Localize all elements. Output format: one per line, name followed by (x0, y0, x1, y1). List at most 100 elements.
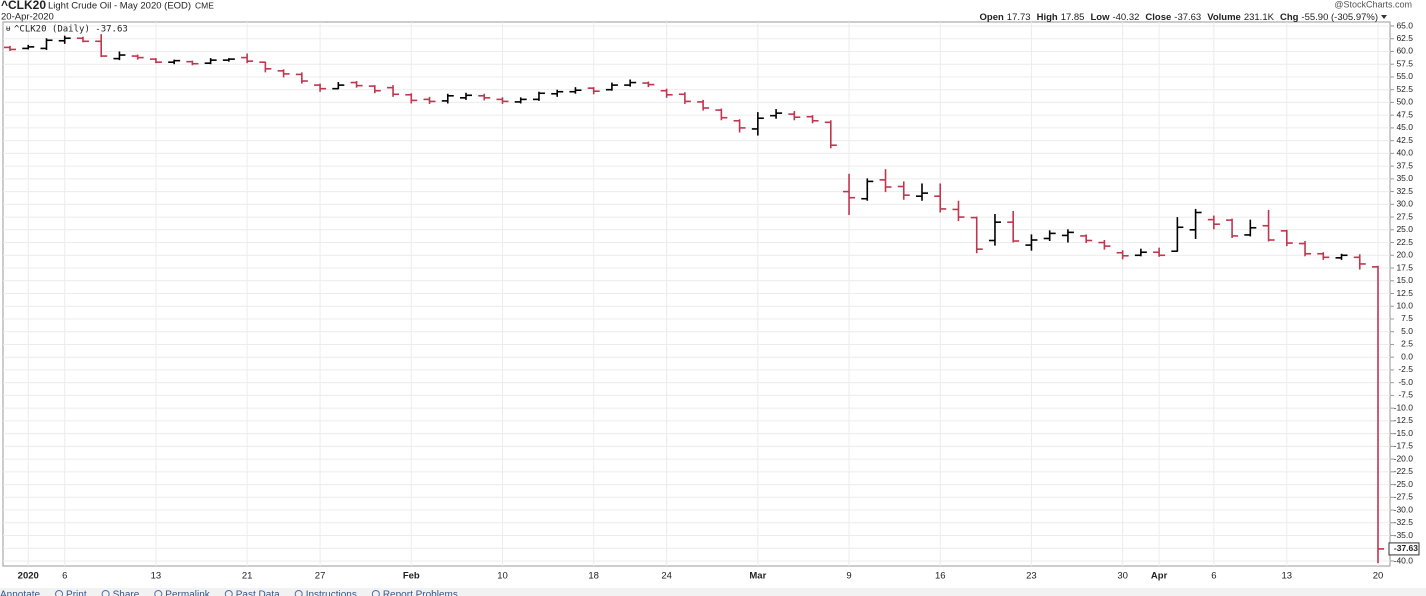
y-tick-label: 2.5 (1401, 339, 1413, 349)
chart-subtitle: Light Crude Oil - May 2020 (EOD) (48, 1, 191, 12)
ohlc-bar (241, 53, 254, 64)
y-tick-label: 42.5 (1396, 135, 1413, 145)
ohlc-bar (1098, 240, 1111, 250)
brand: @StockCharts.com (1334, 0, 1412, 9)
toolbar-item[interactable]: Instructions (306, 590, 357, 596)
ohlc-bar (1116, 250, 1129, 260)
y-tick-label: -7.5 (1398, 390, 1413, 400)
y-tick-label: 37.5 (1396, 160, 1413, 170)
dropdown-icon[interactable] (1381, 15, 1387, 19)
ohlc-bar (879, 169, 892, 193)
y-tick-label: -30.0 (1394, 504, 1414, 514)
toolbar-item[interactable]: Report Problems (383, 590, 458, 596)
ohlc-bar (1171, 217, 1184, 253)
ohlc-bar (1007, 210, 1020, 243)
ohlc-bar (551, 89, 564, 97)
ohlc-bar (332, 82, 345, 90)
exchange: CME (195, 0, 214, 10)
ohlc-bar (149, 58, 162, 64)
ohlc-bar (678, 92, 691, 104)
y-tick-label: 17.5 (1396, 262, 1413, 272)
ohlc-bar (405, 93, 418, 104)
x-tick-label: 9 (846, 571, 851, 582)
legend: ^CLK20 (Daily) -37.63 (14, 25, 128, 35)
ohlc-bar (697, 99, 710, 111)
ohlc-bar (605, 82, 618, 91)
y-tick-label: 45.0 (1396, 122, 1413, 132)
y-tick-label: -5.0 (1398, 377, 1413, 387)
y-tick-label: 22.5 (1396, 237, 1413, 247)
ohlc-bar (1244, 219, 1257, 237)
ohlc-bar (660, 88, 673, 98)
toolbar-icon (101, 590, 110, 596)
ohlc-bar (277, 69, 290, 78)
ohlc-bar (514, 97, 527, 104)
toolbar-item[interactable]: Annotate (0, 590, 40, 596)
ohlc-bar (478, 93, 491, 101)
ohlc-bar (387, 85, 400, 97)
y-tick-label: 47.5 (1396, 109, 1413, 119)
toolbar-icon (294, 590, 303, 596)
x-tick-label: Mar (749, 571, 766, 582)
ohlc-bar (806, 115, 819, 124)
y-tick-label: 65.0 (1396, 20, 1413, 30)
y-tick-label: -12.5 (1394, 415, 1414, 425)
toolbar-item[interactable]: Print (66, 590, 87, 596)
ohlc-bar (1080, 234, 1093, 244)
y-tick-label: 12.5 (1396, 288, 1413, 298)
ohlc-bar (1025, 234, 1038, 251)
x-tick-label: 6 (62, 571, 67, 582)
ohlc-bar (1061, 229, 1074, 243)
toolbar-icon (371, 590, 380, 596)
ohlc-bar (824, 120, 837, 149)
stats-line: Open 17.73 High 17.85 Low -40.32 Close -37.63 Vo… (980, 12, 1378, 23)
stat-value: -40.32 (1112, 12, 1139, 23)
y-tick-label: 0.0 (1401, 351, 1413, 361)
legend-icon: ᵾ (6, 24, 11, 33)
y-tick-label: -22.5 (1394, 466, 1414, 476)
grid (3, 22, 1390, 566)
y-tick-label: 27.5 (1396, 211, 1413, 221)
toolbar-item[interactable]: Past Data (236, 590, 280, 596)
x-tick-label: 23 (1026, 571, 1037, 582)
y-tick-label: 30.0 (1396, 199, 1413, 209)
toolbar-item[interactable]: Permalink (165, 590, 210, 596)
ohlc-bar (186, 60, 199, 66)
y-tick-label: 32.5 (1396, 186, 1413, 196)
y-tick-label: 40.0 (1396, 148, 1413, 158)
ohlc-bar (532, 91, 545, 101)
ohlc-bar (259, 61, 272, 73)
x-tick-label: 24 (661, 571, 672, 582)
stat-label: Volume (1207, 12, 1241, 23)
ohlc-bar (751, 112, 764, 136)
y-tick-label: 5.0 (1401, 326, 1413, 336)
ohlc-bar (733, 119, 746, 133)
ohlc-bar (1372, 265, 1384, 564)
ohlc-bar (40, 38, 53, 50)
x-tick-label: 16 (935, 571, 946, 582)
ohlc-bar (1134, 248, 1147, 257)
ohlc-bar (222, 58, 235, 62)
y-tick-label: -25.0 (1394, 479, 1414, 489)
ohlc-bar (168, 59, 181, 65)
x-tick-label: 10 (497, 571, 508, 582)
ohlc-bar (1280, 229, 1293, 247)
ohlc-bar (861, 178, 874, 201)
ohlc-bar (131, 54, 144, 60)
ohlc-bar (715, 108, 728, 121)
ohlc-bar (952, 200, 965, 222)
x-tick-label: 2020 (18, 571, 39, 582)
ohlc-bar (58, 35, 71, 44)
y-tick-label: 25.0 (1396, 224, 1413, 234)
toolbar-item[interactable]: Share (113, 590, 140, 596)
y-tick-label: 7.5 (1401, 313, 1413, 323)
ohlc-bar (4, 45, 16, 51)
stat-label: High (1037, 12, 1058, 23)
ohlc-bar (970, 216, 983, 254)
x-tick-label: 27 (315, 571, 326, 582)
x-tick-label: 18 (588, 571, 599, 582)
ohlc-bar (1189, 208, 1202, 239)
ohlc-bar (934, 183, 947, 213)
toolbar: Annotate Print Share Permalink Past Data Inst… (0, 588, 1426, 596)
ohlc-bar (95, 34, 108, 58)
